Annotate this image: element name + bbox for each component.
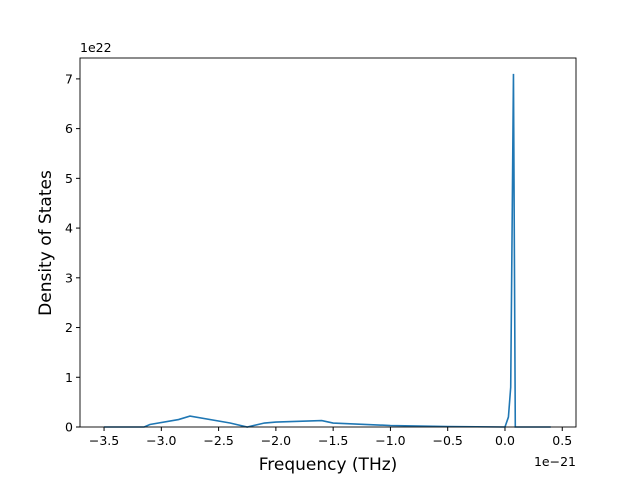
x-tick-label: −0.5 (433, 433, 463, 448)
plot-frame (79, 57, 577, 428)
x-tick-label: −1.5 (318, 433, 348, 448)
x-offset-label: 1e−21 (534, 454, 576, 469)
y-tick-label: 3 (65, 270, 73, 285)
line-series (104, 73, 551, 428)
y-tick-label: 6 (65, 121, 73, 136)
x-tick-label: 0.0 (495, 433, 515, 448)
y-axis-label: Density of States (36, 170, 56, 316)
y-tick-label: 7 (65, 71, 73, 86)
y-tick-label: 2 (65, 320, 73, 335)
x-tick-label: −3.5 (89, 433, 119, 448)
x-tick-label: −3.0 (146, 433, 176, 448)
x-tick-label: −1.0 (375, 433, 405, 448)
y-offset-label: 1e22 (80, 40, 112, 55)
x-tick-label: −2.5 (203, 433, 233, 448)
y-tick-label: 5 (65, 171, 73, 186)
x-tick-label: −2.0 (261, 433, 291, 448)
y-tick-label: 4 (65, 221, 73, 236)
x-axis-label: Frequency (THz) (259, 455, 398, 475)
y-tick-label: 0 (65, 420, 73, 435)
x-tick-label: 0.5 (552, 433, 572, 448)
y-tick-label: 1 (65, 370, 73, 385)
